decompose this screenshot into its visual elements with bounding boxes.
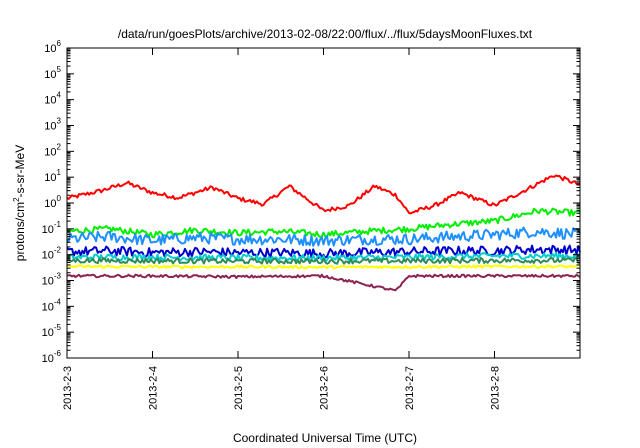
y-tick-label: 106 <box>44 39 61 55</box>
y-tick-exponent: 0 <box>57 194 62 203</box>
y-tick-label: 10-4 <box>42 297 62 313</box>
y-tick-label: 102 <box>44 142 61 158</box>
y-tick-base: 10 <box>42 353 54 365</box>
y-tick-label: 10-5 <box>42 323 62 339</box>
y-tick-label: 10-2 <box>42 246 62 262</box>
series-line <box>66 174 581 215</box>
y-tick-base: 10 <box>44 172 56 184</box>
y-axis-label-part: -s-sr-MeV <box>13 145 27 198</box>
y-tick-label: 10-3 <box>42 272 62 288</box>
y-tick-exponent: -1 <box>54 220 62 229</box>
y-tick-base: 10 <box>44 121 56 133</box>
x-tick-label: 2013-2-7 <box>404 366 416 410</box>
x-tick-label: 2013-2-5 <box>233 366 245 410</box>
series-line <box>66 244 581 260</box>
x-tick-label: 2013-2-8 <box>490 366 502 410</box>
y-axis-label-part: protons/cm <box>13 202 27 261</box>
y-tick-base: 10 <box>42 301 54 313</box>
y-tick-exponent: -6 <box>54 349 62 358</box>
x-tick-label: 2013-2-4 <box>148 366 160 410</box>
y-tick-exponent: 3 <box>57 117 62 126</box>
y-tick-exponent: 4 <box>57 91 62 100</box>
y-tick-exponent: 5 <box>57 65 62 74</box>
y-tick-label: 104 <box>44 91 61 107</box>
y-axis-label-superscript: 2 <box>12 197 21 202</box>
y-tick-base: 10 <box>44 43 56 55</box>
y-axis-label: protons/cm2-s-sr-MeV <box>12 145 27 261</box>
y-tick-exponent: -4 <box>54 297 62 306</box>
y-axis: 10-610-510-410-310-210-11001011021031041… <box>42 39 580 365</box>
series-line <box>66 256 581 265</box>
y-tick-label: 103 <box>44 117 61 133</box>
y-tick-base: 10 <box>42 250 54 262</box>
plot-frame <box>66 47 581 359</box>
y-tick-base: 10 <box>42 276 54 288</box>
series-line <box>66 251 581 262</box>
y-tick-exponent: 1 <box>57 168 62 177</box>
chart-title: /data/run/goesPlots/archive/2013-02-08/2… <box>118 27 533 41</box>
y-tick-exponent: -2 <box>54 246 62 255</box>
y-tick-base: 10 <box>42 327 54 339</box>
x-axis-label: Coordinated Universal Time (UTC) <box>233 431 417 445</box>
y-tick-exponent: 2 <box>57 142 62 151</box>
series-line <box>66 264 581 270</box>
y-tick-exponent: -3 <box>54 272 62 281</box>
series-layer <box>66 174 581 292</box>
x-tick-label: 2013-2-3 <box>62 366 74 410</box>
y-tick-base: 10 <box>44 69 56 81</box>
y-tick-exponent: 6 <box>57 39 62 48</box>
x-axis: 2013-2-3 2013-2-4 2013-2-5 2013-2-6 2013-2-7… <box>62 48 502 410</box>
series-line <box>66 273 581 292</box>
y-tick-label: 10-6 <box>42 349 62 365</box>
series-line <box>66 226 581 247</box>
series-line <box>66 207 581 239</box>
x-tick-label: 2013-2-6 <box>319 366 331 410</box>
y-tick-label: 101 <box>44 168 61 184</box>
y-tick-exponent: -5 <box>54 323 62 332</box>
y-tick-label: 100 <box>44 194 61 210</box>
y-tick-base: 10 <box>42 224 54 236</box>
y-tick-base: 10 <box>44 198 56 210</box>
y-tick-base: 10 <box>44 95 56 107</box>
y-tick-base: 10 <box>44 146 56 158</box>
y-tick-label: 10-1 <box>42 220 62 236</box>
y-tick-label: 105 <box>44 65 61 81</box>
